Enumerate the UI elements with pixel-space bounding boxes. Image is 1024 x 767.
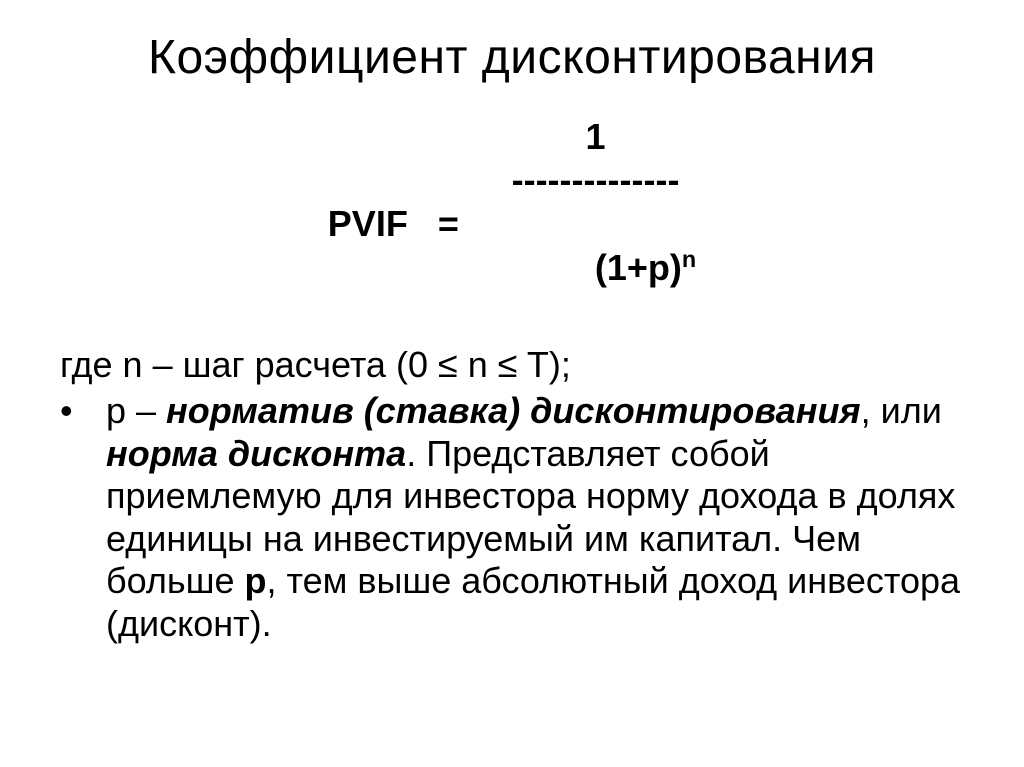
formula: PVIF = 1 -------------- (1+р)n [60, 115, 964, 332]
slide: Коэффициент дисконтирования PVIF = 1 ---… [0, 0, 1024, 767]
bullet-seg2: норматив (ставка) дисконтирования [166, 390, 861, 431]
bullet-item: • р – норматив (ставка) дисконтирования,… [60, 390, 964, 645]
formula-left: PVIF = [328, 202, 459, 245]
formula-denominator: (1+р)n [495, 201, 696, 332]
body-text: где n – шаг расчета (0 ≤ n ≤ T); • р – н… [60, 344, 964, 645]
bullet-marker: • [60, 390, 106, 645]
bullet-seg4: норма дисконта [106, 433, 406, 474]
formula-divider: -------------- [512, 158, 680, 201]
formula-row: PVIF = 1 -------------- (1+р)n [60, 115, 964, 332]
bullet-content: р – норматив (ставка) дисконтирования, и… [106, 390, 964, 645]
slide-title: Коэффициент дисконтирования [60, 30, 964, 85]
bullet-seg1: р – [106, 390, 166, 431]
formula-denom-exp: n [682, 246, 696, 272]
where-line: где n – шаг расчета (0 ≤ n ≤ T); [60, 344, 964, 386]
formula-fraction: 1 -------------- (1+р)n [495, 115, 696, 332]
formula-denom-base: (1+р) [595, 247, 682, 288]
bullet-seg3: , или [861, 390, 942, 431]
bullet-seg6: р [245, 560, 267, 601]
formula-numerator: 1 [586, 115, 606, 158]
